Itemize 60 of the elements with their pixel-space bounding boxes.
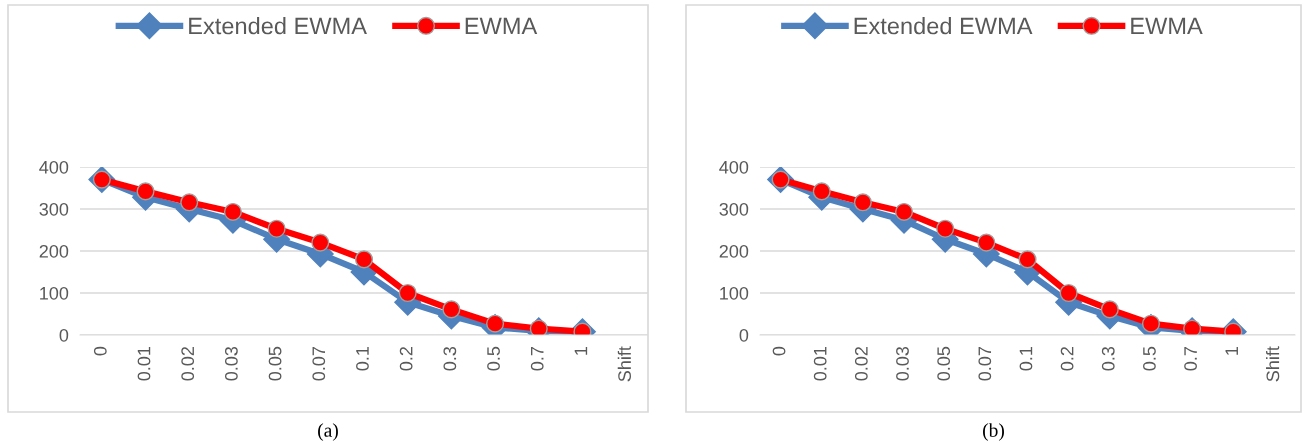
x-tick-label: 0.7 bbox=[530, 347, 544, 371]
x-tick-label: 0.02 bbox=[854, 347, 868, 381]
legend-label: Extended EWMA bbox=[189, 17, 367, 35]
point bbox=[354, 250, 374, 269]
y-tick-label: 400 bbox=[39, 160, 69, 174]
x-tick-label: 0.01 bbox=[137, 346, 151, 381]
legend-label: EWMA bbox=[1131, 17, 1203, 35]
y-tick-label: 300 bbox=[39, 202, 69, 216]
x-tick-label: 0.2 bbox=[399, 347, 413, 371]
x-tick-label: 0.03 bbox=[224, 346, 238, 381]
text: (a) bbox=[318, 423, 338, 441]
point bbox=[1100, 300, 1119, 319]
y-tick-label: 0 bbox=[59, 328, 69, 342]
x-tick-label: Shift bbox=[617, 346, 631, 382]
y-tick-label: 400 bbox=[719, 160, 749, 174]
point bbox=[442, 300, 461, 319]
x-tick-label: 0.2 bbox=[1060, 347, 1074, 371]
point bbox=[136, 182, 155, 201]
x-tick-label: 0.07 bbox=[978, 347, 992, 381]
legend-label: Extended EWMA bbox=[854, 17, 1033, 35]
legend-label: EWMA bbox=[465, 17, 538, 35]
point bbox=[223, 202, 242, 221]
x-tick-label: 0.5 bbox=[1143, 346, 1156, 371]
point bbox=[529, 319, 548, 335]
x-tick-label: 0.5 bbox=[487, 346, 500, 371]
text: (b) bbox=[983, 423, 1004, 441]
y-tick-label: 100 bbox=[720, 286, 749, 300]
x-tick-label: 0.02 bbox=[181, 347, 195, 381]
x-tick-label: 0.3 bbox=[443, 346, 457, 371]
point bbox=[1183, 319, 1202, 335]
point bbox=[398, 283, 417, 303]
y-tick-label: 0 bbox=[739, 328, 749, 342]
y-tick-label: 300 bbox=[719, 202, 749, 216]
x-tick-label: 0 bbox=[93, 346, 107, 356]
x-tick-label: 0.01 bbox=[813, 346, 827, 381]
point bbox=[977, 233, 996, 252]
x-tick-label: 0.05 bbox=[937, 346, 951, 381]
x-tick-label: 1 bbox=[574, 346, 588, 355]
point bbox=[853, 193, 872, 212]
point bbox=[1059, 283, 1078, 303]
x-tick-label: 1 bbox=[1225, 346, 1238, 355]
point bbox=[267, 219, 286, 238]
point bbox=[180, 193, 199, 212]
point bbox=[812, 182, 831, 201]
y-tick-label: 200 bbox=[719, 244, 749, 258]
x-tick-label: 0.1 bbox=[1019, 346, 1033, 371]
y-tick-label: 100 bbox=[40, 286, 69, 300]
point bbox=[311, 233, 330, 252]
point bbox=[936, 219, 955, 238]
x-tick-label: Shift bbox=[1266, 346, 1280, 382]
x-tick-label: 0.7 bbox=[1184, 347, 1197, 371]
x-tick-label: 0.05 bbox=[268, 346, 282, 381]
point bbox=[1018, 250, 1037, 269]
x-tick-label: 0.03 bbox=[896, 346, 909, 381]
x-tick-label: 0 bbox=[772, 346, 786, 356]
x-tick-label: 0.1 bbox=[356, 346, 369, 371]
x-tick-label: 0.07 bbox=[312, 347, 326, 381]
point bbox=[895, 202, 914, 221]
y-tick-label: 200 bbox=[39, 244, 69, 258]
x-tick-label: 0.3 bbox=[1101, 346, 1115, 371]
